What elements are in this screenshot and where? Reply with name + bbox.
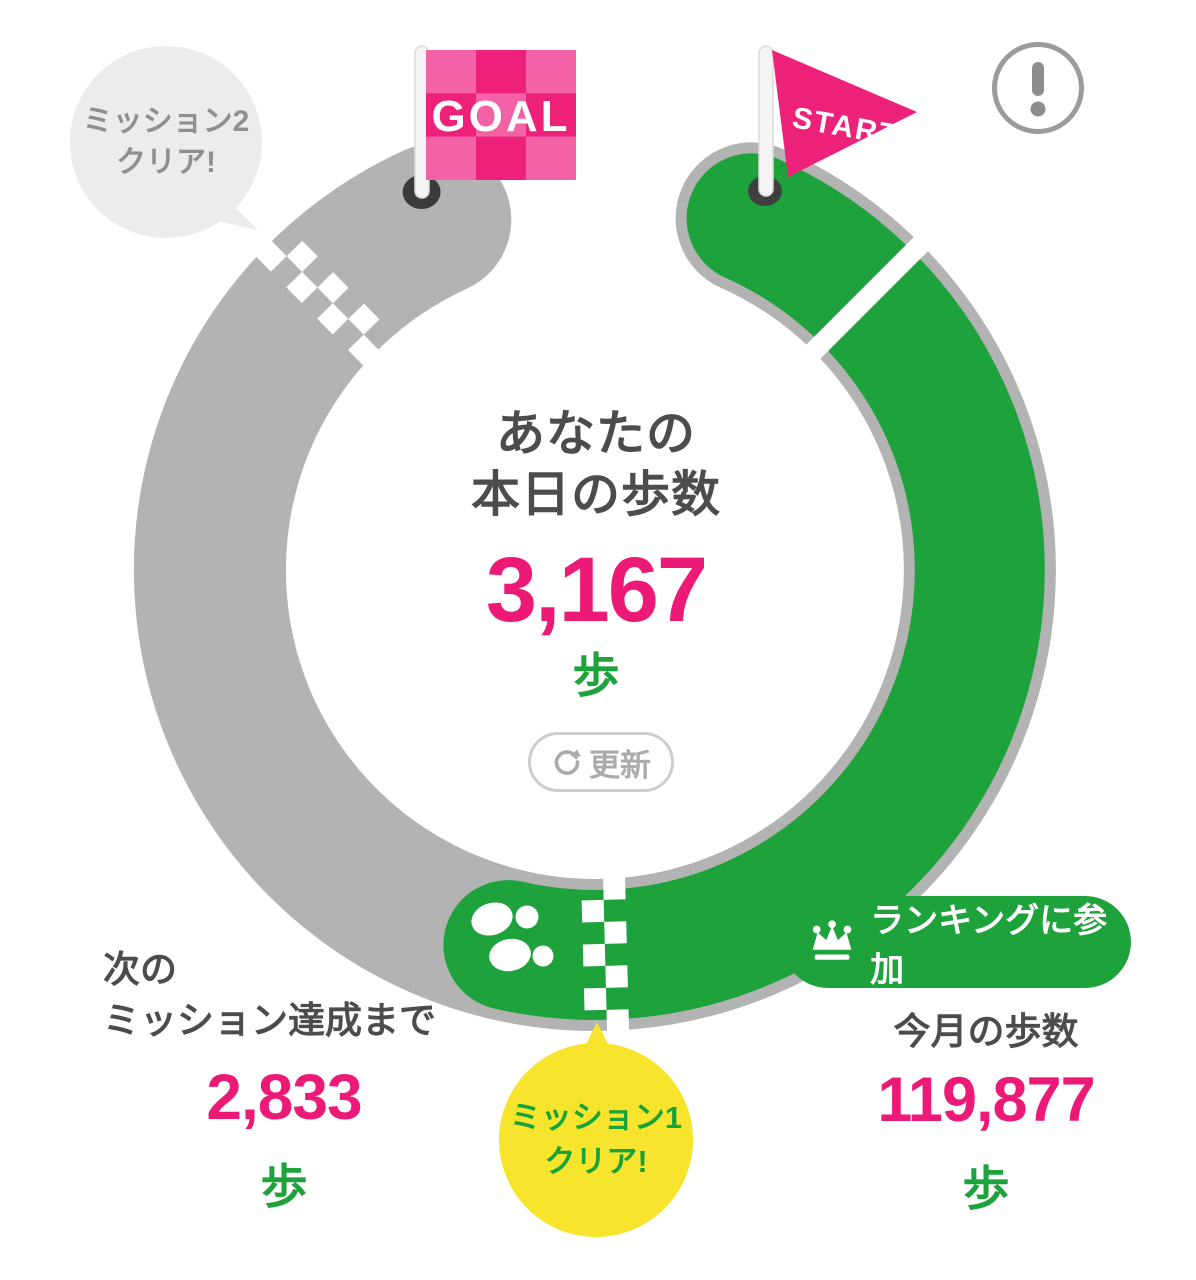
refresh-label: 更新 (589, 747, 651, 783)
goal-flag-cloth: GOAL (426, 50, 576, 180)
ring-progress-completed (443, 153, 1045, 1020)
mission2-bubble: ミッション2 クリア! (70, 46, 262, 238)
footprints-icon (471, 902, 554, 972)
monthly-steps-panel: 今月の歩数 119,877 歩 (835, 1010, 1137, 1219)
next-mission-label-line1: 次の (103, 949, 177, 990)
goal-flag-label: GOAL (431, 92, 570, 141)
start-flag: START (748, 45, 917, 206)
mission2-bubble-line2: クリア! (116, 146, 216, 179)
next-mission-label-line2: ミッション達成まで (103, 1000, 436, 1041)
join-ranking-label: ランキングに参加 (870, 902, 1108, 989)
join-ranking-button[interactable]: ランキングに参加 (782, 896, 1131, 989)
monthly-steps-value: 119,877 (877, 1065, 1095, 1135)
goal-flag: GOAL (402, 45, 576, 209)
today-steps-panel: あなたの 本日の歩数 3,167 歩 (395, 404, 797, 702)
mission2-bubble-line1: ミッション2 (82, 105, 250, 138)
refresh-icon (554, 749, 581, 775)
mission1-bubble-line1: ミッション1 (509, 1100, 683, 1135)
mission1-bubble-line2: クリア! (544, 1144, 648, 1179)
mission1-bubble: ミッション1 クリア! (499, 1043, 693, 1237)
monthly-steps-unit: 歩 (962, 1162, 1010, 1215)
today-title-line1: あなたの (495, 407, 696, 461)
start-flag-pole (758, 45, 774, 197)
today-title-line2: 本日の歩数 (470, 468, 721, 522)
crown-icon (812, 920, 852, 960)
next-mission-steps-remaining: 2,833 (206, 1061, 362, 1133)
today-steps-value: 3,167 (485, 539, 708, 641)
mission2-checkpoint-icon (255, 240, 380, 366)
refresh-button[interactable]: 更新 (528, 732, 674, 792)
monthly-steps-label: 今月の歩数 (893, 1011, 1079, 1052)
next-mission-panel: 次の ミッション達成まで 2,833 歩 (103, 944, 465, 1217)
info-button[interactable] (992, 42, 1084, 134)
next-mission-unit: 歩 (260, 1160, 308, 1213)
mission1-checkpoint-icon (581, 877, 630, 1032)
today-steps-unit: 歩 (572, 649, 620, 702)
day-divider-line (800, 230, 935, 365)
exclamation-icon (1030, 62, 1046, 117)
start-flag-cloth (772, 50, 917, 177)
